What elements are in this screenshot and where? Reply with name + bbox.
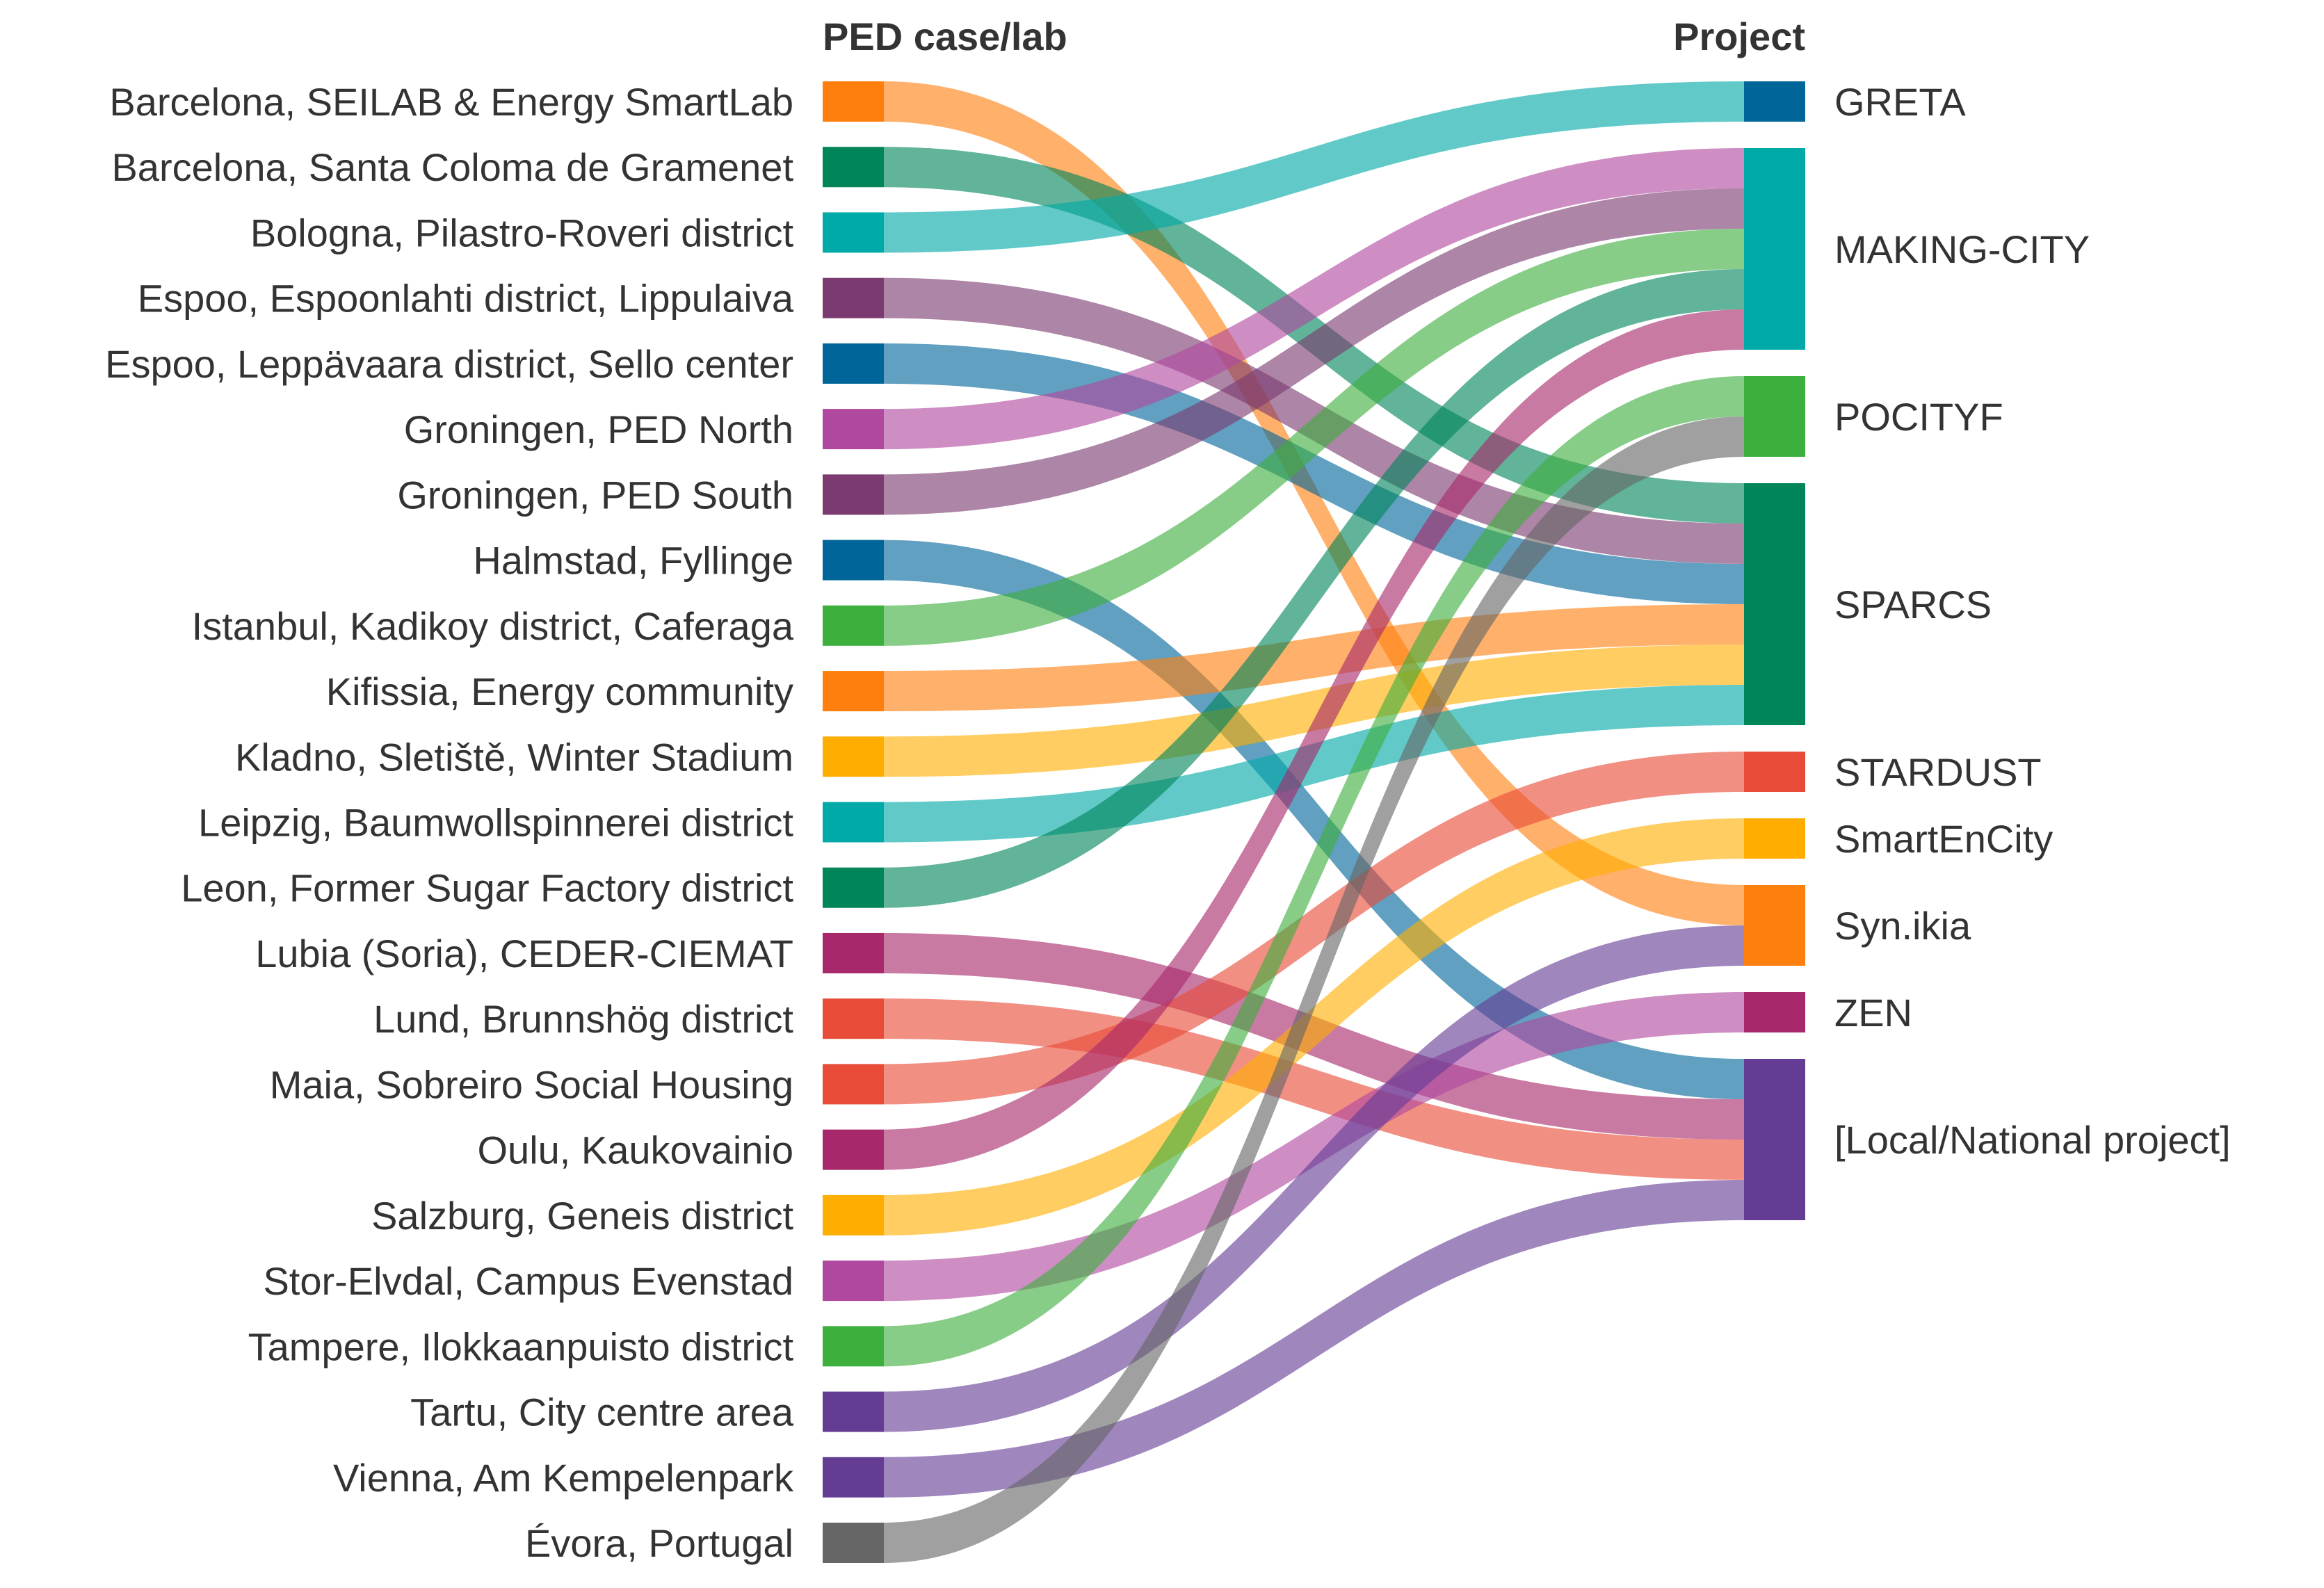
flow-link (884, 1180, 1744, 1498)
flow-link (884, 148, 1744, 450)
case-nodes: Barcelona, SEILAB & Energy SmartLab Barce… (105, 80, 884, 1565)
case-node (823, 736, 884, 777)
case-label: Leipzig, Baumwollspinnerei district (198, 801, 793, 845)
flow-link (884, 818, 1744, 1235)
project-label: ZEN (1834, 991, 1912, 1035)
case-node (823, 540, 884, 581)
case-label: Lubia (Soria), CEDER-CIEMAT (255, 932, 793, 975)
case-label: Halmstad, Fyllinge (473, 539, 793, 583)
flow-link (884, 188, 1744, 515)
case-node (823, 998, 884, 1039)
project-label: GRETA (1834, 80, 1966, 124)
flow-link (884, 645, 1744, 777)
flow-link (884, 604, 1744, 712)
case-node (823, 1129, 884, 1170)
project-node (1744, 885, 1805, 966)
flow-link (884, 343, 1744, 604)
right-column-header: Project (1673, 15, 1805, 58)
case-node (823, 343, 884, 384)
project-label: STARDUST (1834, 750, 2042, 794)
project-node (1744, 376, 1805, 457)
flow-link (884, 752, 1744, 1105)
flow-link (884, 309, 1744, 1170)
case-node (823, 1391, 884, 1432)
case-node (823, 1064, 884, 1105)
project-node (1744, 81, 1805, 122)
case-label: Bologna, Pilastro-Roveri district (250, 211, 794, 254)
project-label: SmartEnCity (1834, 817, 2053, 861)
case-label: Lund, Brunnshög district (373, 997, 793, 1041)
flow-link (884, 81, 1744, 925)
project-label: MAKING-CITY (1834, 227, 2090, 271)
flow-link (884, 376, 1744, 1367)
flow-link (884, 269, 1744, 908)
project-node (1744, 992, 1805, 1032)
case-node (823, 409, 884, 450)
flow-link (884, 540, 1744, 1099)
case-node (823, 1457, 884, 1498)
case-node (823, 1261, 884, 1302)
flow-link (884, 416, 1744, 1563)
case-node (823, 81, 884, 122)
case-node (823, 212, 884, 253)
project-label: POCITYF (1834, 395, 2003, 439)
case-node (823, 1194, 884, 1235)
flow-link (884, 925, 1744, 1432)
case-label: Leon, Former Sugar Factory district (181, 866, 793, 910)
case-label: Groningen, PED South (397, 473, 793, 517)
case-label: Espoo, Espoonlahti district, Lippulaiva (138, 277, 794, 321)
flow-link (884, 685, 1744, 843)
case-label: Maia, Sobreiro Social Housing (270, 1062, 793, 1106)
project-node (1744, 148, 1805, 350)
case-label: Oulu, Kaukovainio (477, 1128, 793, 1172)
left-column-header: PED case/lab (823, 15, 1067, 58)
case-label: Espoo, Leppävaara district, Sello center (105, 342, 793, 386)
case-label: Kifissia, Energy community (326, 670, 793, 713)
case-node (823, 1523, 884, 1563)
case-label: Salzburg, Geneis district (371, 1194, 793, 1238)
project-label: SPARCS (1834, 583, 1992, 626)
case-label: Kladno, Sletiště, Winter Stadium (235, 735, 793, 779)
case-label: Istanbul, Kadikoy district, Caferaga (192, 604, 794, 648)
case-node (823, 1326, 884, 1367)
project-node (1744, 1059, 1805, 1220)
case-node (823, 932, 884, 973)
case-node (823, 147, 884, 188)
project-label: Syn.ikia (1834, 904, 1971, 948)
project-node (1744, 483, 1805, 725)
flow-link (884, 229, 1744, 646)
case-node (823, 802, 884, 843)
project-node (1744, 752, 1805, 792)
case-node (823, 277, 884, 318)
flow-links (884, 81, 1744, 1563)
case-label: Tampere, Ilokkaanpuisto district (248, 1324, 794, 1368)
case-node (823, 671, 884, 712)
flow-link (884, 81, 1744, 253)
case-label: Barcelona, Santa Coloma de Gramenet (111, 145, 793, 189)
project-nodes: GRETA MAKING-CITY POCITYF SPARCS STARDUST Sma… (1744, 80, 2231, 1220)
flow-link (884, 992, 1744, 1302)
case-node (823, 867, 884, 908)
case-node (823, 605, 884, 646)
project-label: [Local/National project] (1834, 1118, 2231, 1162)
case-label: Tartu, City centre area (410, 1391, 794, 1434)
project-node (1744, 818, 1805, 859)
case-label: Stor-Elvdal, Campus Evenstad (263, 1259, 793, 1303)
case-label: Évora, Portugal (525, 1521, 793, 1565)
case-label: Groningen, PED North (404, 407, 793, 451)
case-label: Barcelona, SEILAB & Energy SmartLab (109, 80, 793, 124)
case-label: Vienna, Am Kempelenpark (333, 1456, 794, 1500)
case-node (823, 474, 884, 515)
